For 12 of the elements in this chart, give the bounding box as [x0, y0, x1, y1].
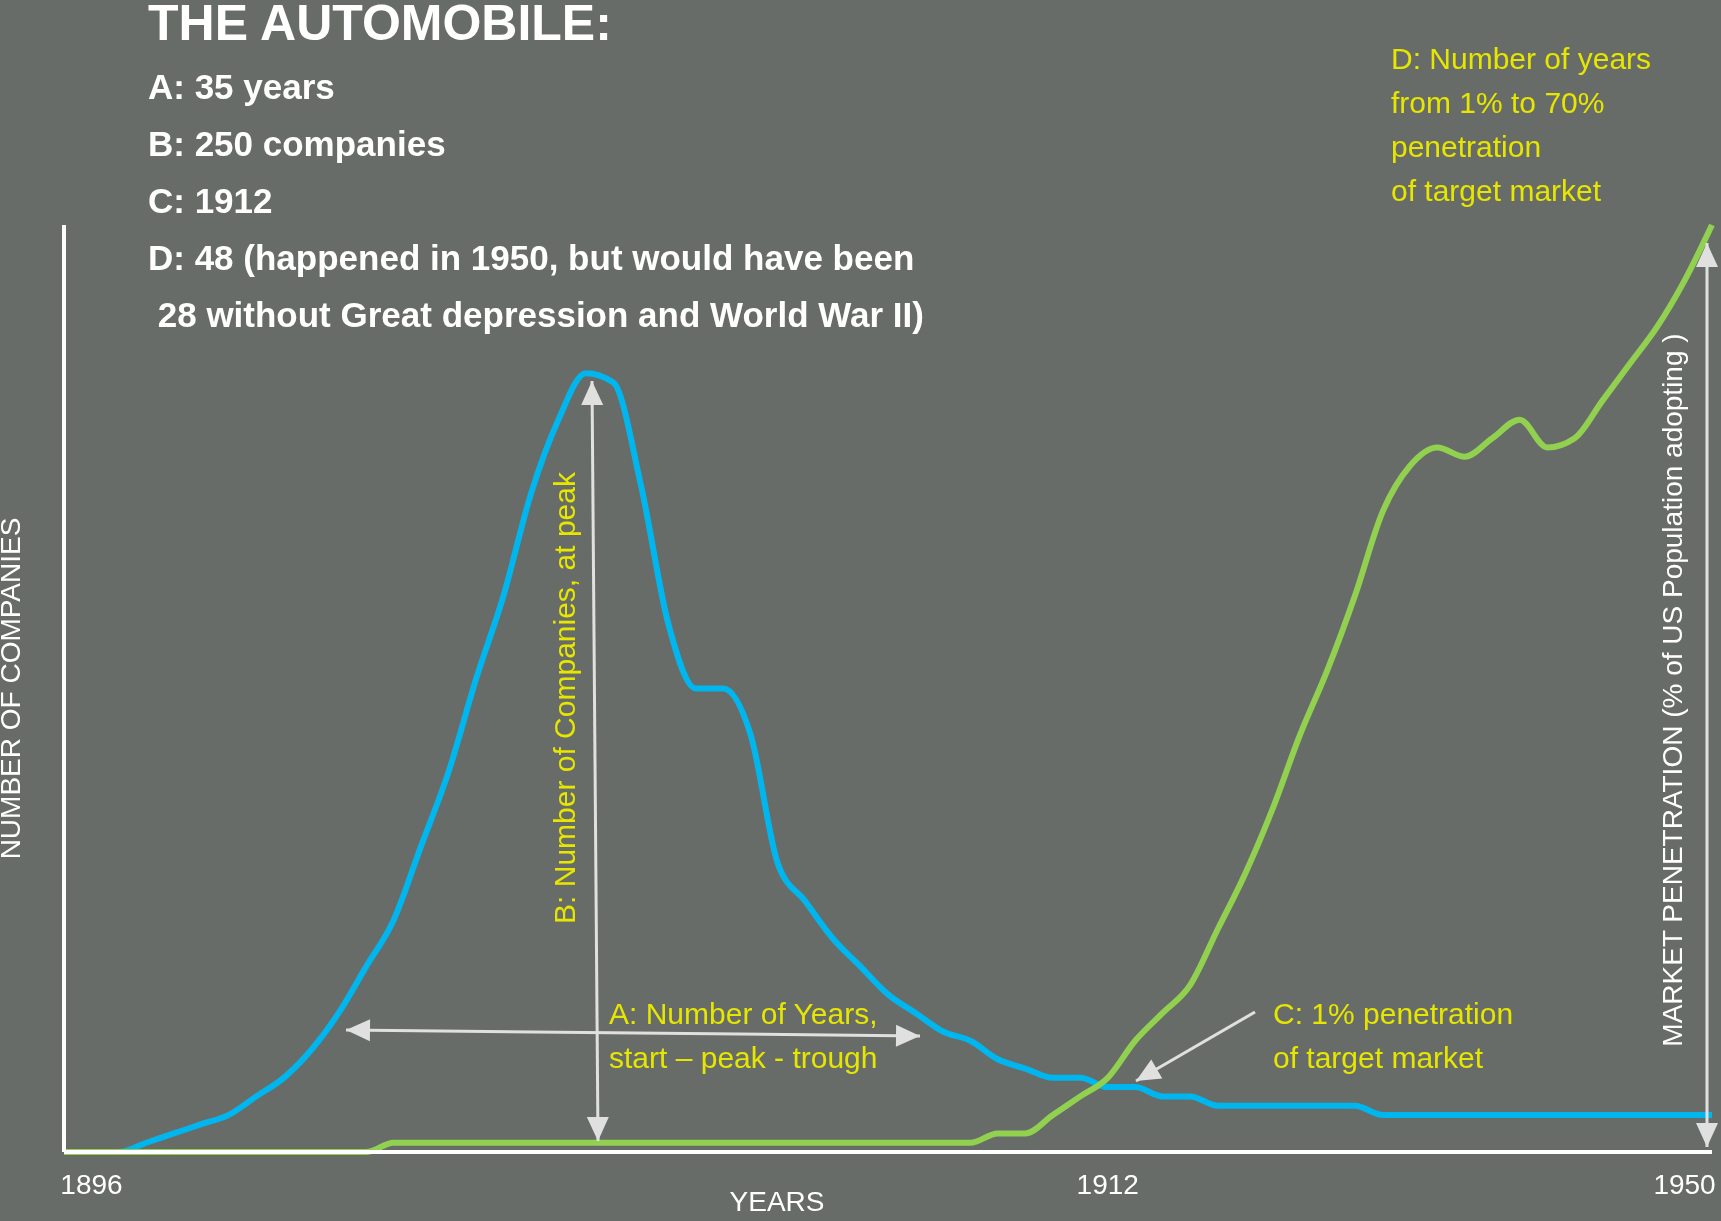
annotation: A: Number of Years, start – peak - trough	[609, 997, 878, 1074]
y-axis-title: NUMBER OF COMPANIES	[0, 517, 26, 860]
text: D: Number of years from 1% to 70% penetration of target market	[1391, 42, 1652, 207]
chart-subtitle: A: 35 years B: 250 companies C: 1912 D: 48 (happened in 1950, but would have been 28 without Great depression and World War II)	[148, 67, 924, 334]
annotation: B: Number of Companies, at peak	[548, 471, 581, 924]
chart-title: THE AUTOMOBILE:	[148, 0, 612, 51]
annotation: C: 1% penetration of target market	[1273, 997, 1514, 1074]
y2-axis-title: MARKET PENETRATION (% of US Population adopting )	[1657, 333, 1688, 1047]
x-tick-label: 1896	[60, 1168, 123, 1200]
x-tick-label: 1950	[1653, 1168, 1716, 1200]
x-tick-label: 1912	[1076, 1168, 1139, 1200]
x-axis-title: YEARS	[729, 1186, 825, 1217]
